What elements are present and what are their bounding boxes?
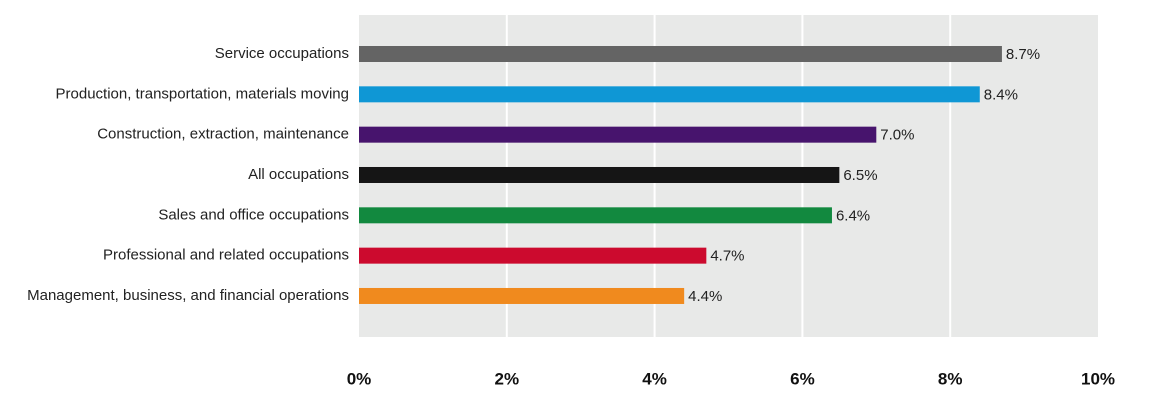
value-label-6: 4.4% — [688, 288, 722, 305]
x-axis-tick-labels: 0% 2% 4% 6% 8% 10% — [347, 369, 1115, 388]
category-labels: Service occupations Production, transport… — [27, 45, 349, 304]
x-tick-label-5: 10% — [1081, 369, 1115, 388]
category-label-1: Production, transportation, materials mo… — [56, 85, 349, 102]
x-tick-label-0: 0% — [347, 369, 372, 388]
x-tick-label-1: 2% — [495, 369, 520, 388]
category-label-6: Management, business, and financial oper… — [27, 287, 349, 304]
bar-3 — [359, 166, 840, 183]
x-tick-label-2: 4% — [642, 369, 667, 388]
x-tick-label-4: 8% — [938, 369, 963, 388]
bars — [359, 46, 1002, 304]
x-tick-label-3: 6% — [790, 369, 815, 388]
bar-4 — [359, 207, 832, 224]
category-label-4: Sales and office occupations — [158, 206, 349, 223]
category-label-3: All occupations — [248, 166, 349, 183]
value-label-1: 8.4% — [984, 86, 1018, 103]
category-label-0: Service occupations — [215, 45, 349, 62]
value-label-2: 7.0% — [880, 127, 914, 144]
bar-2 — [359, 126, 877, 143]
bar-1 — [359, 86, 980, 103]
value-label-4: 6.4% — [836, 207, 870, 224]
bar-6 — [359, 287, 685, 304]
category-label-2: Construction, extraction, maintenance — [97, 126, 349, 143]
value-label-5: 4.7% — [710, 248, 744, 265]
value-label-0: 8.7% — [1006, 46, 1040, 63]
category-label-5: Professional and related occupations — [103, 247, 349, 264]
bar-5 — [359, 247, 707, 264]
bar-0 — [359, 46, 1002, 62]
value-labels: 8.7% 8.4% 7.0% 6.5% 6.4% 4.7% 4.4% — [688, 46, 1040, 305]
value-label-3: 6.5% — [843, 167, 877, 184]
